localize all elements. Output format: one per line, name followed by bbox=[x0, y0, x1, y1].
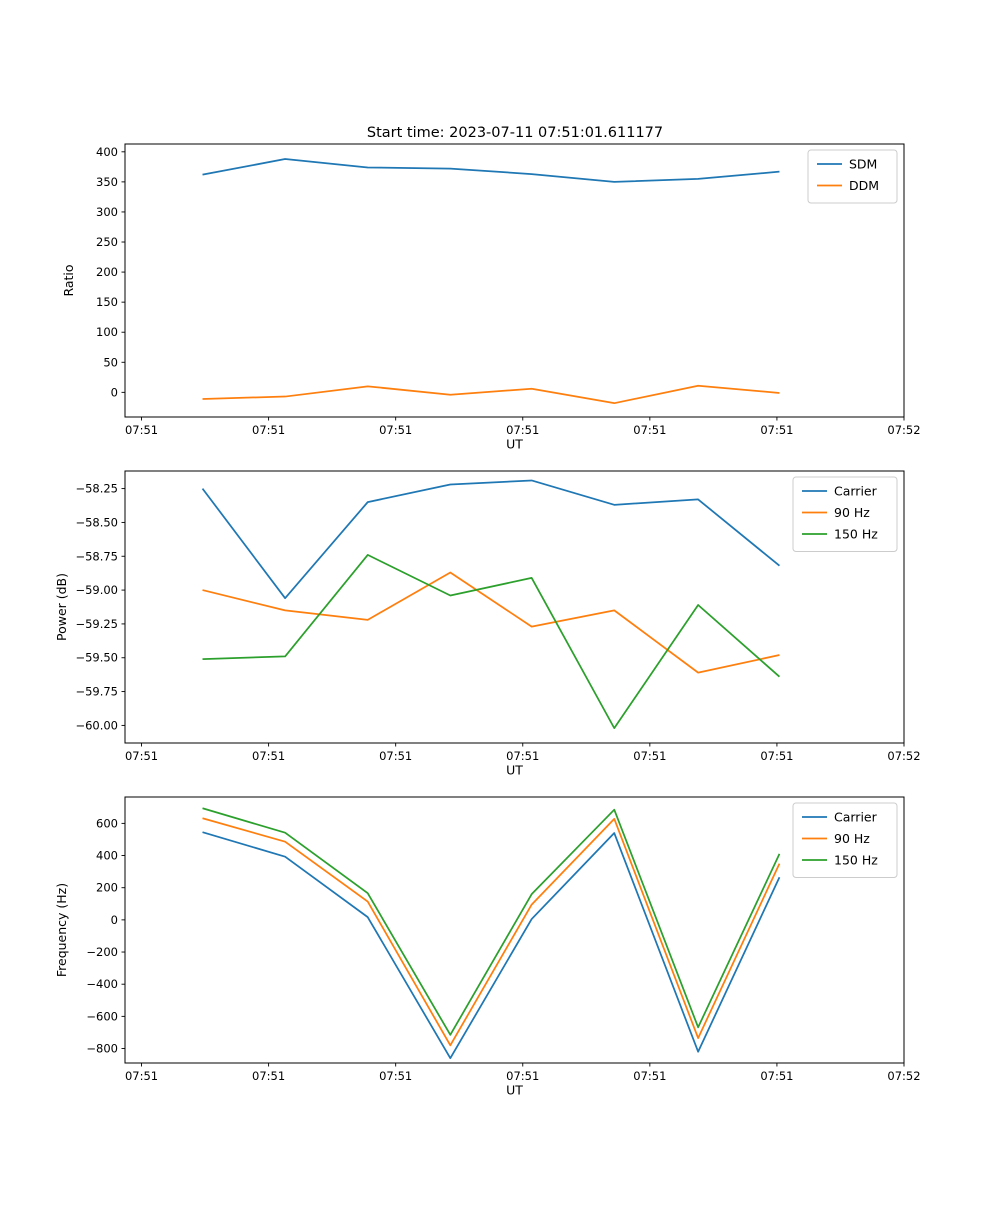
y-axis-label: Ratio bbox=[61, 264, 76, 296]
y-tick-label: −60.00 bbox=[75, 718, 118, 732]
x-tick-label: 07:51 bbox=[379, 749, 412, 763]
y-tick-label: −58.25 bbox=[75, 482, 118, 496]
axes-frame bbox=[124, 143, 905, 418]
plot-area bbox=[125, 144, 904, 417]
legend: Carrier 90 Hz 150 Hz bbox=[792, 802, 898, 878]
legend-label: DDM bbox=[849, 178, 879, 193]
x-tick-label: 07:51 bbox=[506, 1069, 539, 1083]
y-tick-label: −400 bbox=[86, 977, 118, 991]
y-tick-label: −600 bbox=[86, 1009, 118, 1023]
x-tick-label: 07:51 bbox=[252, 749, 285, 763]
plot-area bbox=[125, 797, 904, 1063]
x-tick-label: 07:51 bbox=[252, 423, 285, 437]
y-axis-label: Power (dB) bbox=[54, 573, 69, 641]
y-tick-label: −200 bbox=[86, 945, 118, 959]
series-line-150-hz bbox=[202, 807, 781, 1036]
y-tick-label: 200 bbox=[96, 265, 118, 279]
x-tick-label: 07:52 bbox=[887, 1069, 920, 1083]
subplot-frequency: 07:51 07:51 07:51 07:51 07:51 07:51 07:52 −800 −… bbox=[54, 796, 921, 1098]
subplot-power: 07:51 07:51 07:51 07:51 07:51 07:51 07:52 −60.0… bbox=[54, 470, 921, 778]
x-tick-label: 07:51 bbox=[125, 749, 158, 763]
legend-label: Carrier bbox=[834, 484, 878, 499]
legend-label: SDM bbox=[849, 157, 877, 172]
x-tick-label: 07:51 bbox=[633, 1069, 666, 1083]
series-line-carrier bbox=[202, 831, 781, 1060]
y-tick-label: −59.00 bbox=[75, 583, 118, 597]
x-axis-label: UT bbox=[506, 437, 523, 452]
y-tick-label: −59.50 bbox=[75, 651, 118, 665]
y-tick-label: −59.75 bbox=[75, 685, 118, 699]
y-tick-label: 250 bbox=[96, 235, 118, 249]
series-line-150-hz bbox=[202, 554, 781, 729]
y-tick-label: −59.25 bbox=[75, 617, 118, 631]
series-line-carrier bbox=[201, 479, 781, 600]
legend-label: 150 Hz bbox=[834, 853, 878, 868]
x-tick-label: 07:51 bbox=[633, 749, 666, 763]
x-axis-label: UT bbox=[506, 1083, 523, 1098]
y-tick-label: 400 bbox=[96, 849, 118, 863]
x-tick-label: 07:51 bbox=[506, 749, 539, 763]
plot-area bbox=[125, 471, 904, 743]
legend-box bbox=[792, 476, 898, 552]
series-line-90-hz bbox=[202, 571, 780, 674]
legend: SDM DDM bbox=[807, 149, 898, 204]
y-tick-label: 50 bbox=[103, 355, 118, 369]
x-tick-label: 07:51 bbox=[760, 749, 793, 763]
y-tick-label: 600 bbox=[96, 816, 118, 830]
series-line-sdm bbox=[202, 158, 780, 183]
x-tick-label: 07:51 bbox=[506, 423, 539, 437]
x-axis-label: UT bbox=[506, 763, 523, 778]
x-tick-label: 07:51 bbox=[760, 1069, 793, 1083]
y-tick-label: −58.50 bbox=[75, 515, 118, 529]
y-tick-label: −58.75 bbox=[75, 549, 118, 563]
x-tick-label: 07:51 bbox=[379, 423, 412, 437]
series-line-90-hz bbox=[202, 817, 781, 1047]
figure-title: Start time: 2023-07-11 07:51:01.611177 bbox=[367, 125, 663, 141]
axes-frame bbox=[124, 470, 905, 744]
x-tick-label: 07:52 bbox=[887, 423, 920, 437]
y-tick-label: 400 bbox=[96, 145, 118, 159]
legend-label: Carrier bbox=[834, 810, 878, 825]
x-tick-label: 07:51 bbox=[760, 423, 793, 437]
y-tick-label: 0 bbox=[111, 913, 118, 927]
y-tick-label: 350 bbox=[96, 175, 118, 189]
axes-frame bbox=[124, 796, 905, 1064]
x-tick-label: 07:52 bbox=[887, 749, 920, 763]
y-tick-label: −800 bbox=[86, 1042, 118, 1056]
legend: Carrier 90 Hz 150 Hz bbox=[792, 476, 898, 552]
subplots-group: 07:51 07:51 07:51 07:51 07:51 07:51 07:52 0 50 10… bbox=[54, 143, 921, 1098]
x-tick-label: 07:51 bbox=[379, 1069, 412, 1083]
series-line-ddm bbox=[202, 384, 780, 405]
x-tick-label: 07:51 bbox=[125, 1069, 158, 1083]
y-axis-label: Frequency (Hz) bbox=[54, 883, 69, 977]
x-tick-label: 07:51 bbox=[125, 423, 158, 437]
y-tick-label: 0 bbox=[111, 385, 118, 399]
y-tick-label: 300 bbox=[96, 205, 118, 219]
legend-label: 90 Hz bbox=[834, 831, 870, 846]
legend-label: 90 Hz bbox=[834, 505, 870, 520]
x-tick-label: 07:51 bbox=[252, 1069, 285, 1083]
legend-label: 150 Hz bbox=[834, 527, 878, 542]
x-tick-label: 07:51 bbox=[633, 423, 666, 437]
y-tick-label: 200 bbox=[96, 881, 118, 895]
legend-box bbox=[792, 802, 898, 878]
subplot-ratio: 07:51 07:51 07:51 07:51 07:51 07:51 07:52 0 50 10… bbox=[61, 143, 921, 452]
y-tick-label: 150 bbox=[96, 295, 118, 309]
y-tick-label: 100 bbox=[96, 325, 118, 339]
